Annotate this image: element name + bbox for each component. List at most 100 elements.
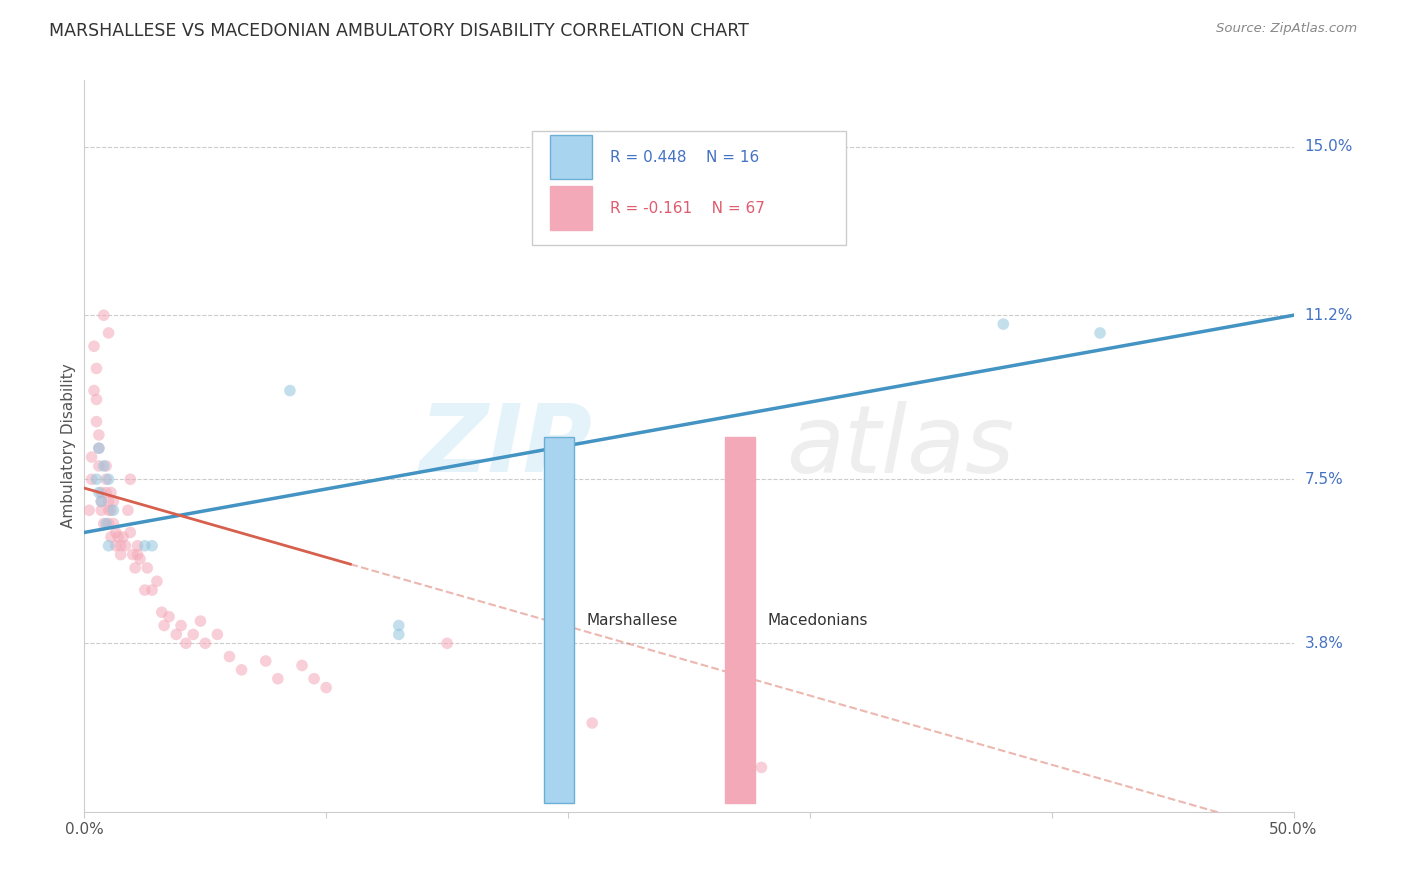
Point bbox=[97, 516, 120, 531]
Point bbox=[87, 428, 110, 442]
Point bbox=[87, 485, 110, 500]
Point bbox=[100, 530, 122, 544]
Point bbox=[141, 583, 163, 598]
Point bbox=[77, 503, 100, 517]
Text: atlas: atlas bbox=[786, 401, 1014, 491]
Point bbox=[254, 654, 277, 668]
Text: R = -0.161    N = 67: R = -0.161 N = 67 bbox=[610, 201, 765, 216]
Point bbox=[174, 636, 197, 650]
Point bbox=[751, 760, 773, 774]
Point bbox=[291, 658, 314, 673]
Point bbox=[83, 339, 105, 353]
Point bbox=[87, 458, 110, 473]
Point bbox=[86, 361, 108, 376]
Point bbox=[134, 539, 156, 553]
Point bbox=[112, 530, 135, 544]
Point bbox=[103, 494, 125, 508]
Point bbox=[104, 539, 127, 553]
Point bbox=[1088, 326, 1111, 340]
Bar bbox=[544, 437, 574, 803]
Point bbox=[146, 574, 169, 589]
Point bbox=[97, 503, 120, 517]
Point bbox=[97, 494, 120, 508]
Point bbox=[97, 539, 120, 553]
Point bbox=[153, 618, 176, 632]
Point bbox=[80, 472, 103, 486]
Text: Macedonians: Macedonians bbox=[768, 613, 868, 628]
Point bbox=[100, 485, 122, 500]
Point bbox=[218, 649, 240, 664]
Bar bbox=[725, 437, 755, 803]
Point bbox=[190, 614, 212, 628]
Point bbox=[124, 561, 146, 575]
Point bbox=[134, 583, 156, 598]
Text: R = 0.448    N = 16: R = 0.448 N = 16 bbox=[610, 150, 759, 165]
Point bbox=[267, 672, 290, 686]
Point bbox=[129, 552, 152, 566]
Point bbox=[388, 627, 411, 641]
Point bbox=[90, 503, 112, 517]
Point bbox=[94, 458, 117, 473]
Point bbox=[83, 384, 105, 398]
Point bbox=[86, 472, 108, 486]
Point bbox=[315, 681, 337, 695]
Text: Marshallese: Marshallese bbox=[586, 613, 678, 628]
Point bbox=[136, 561, 159, 575]
Text: ZIP: ZIP bbox=[419, 400, 592, 492]
Point bbox=[94, 472, 117, 486]
Point bbox=[110, 539, 132, 553]
Point bbox=[127, 548, 149, 562]
Point bbox=[100, 503, 122, 517]
Point bbox=[86, 415, 108, 429]
Point bbox=[104, 525, 127, 540]
Point bbox=[103, 503, 125, 517]
Point bbox=[150, 605, 173, 619]
Point bbox=[207, 627, 229, 641]
Point bbox=[194, 636, 217, 650]
Point bbox=[278, 384, 301, 398]
Text: 3.8%: 3.8% bbox=[1305, 636, 1344, 651]
Point bbox=[436, 636, 458, 650]
Point bbox=[120, 472, 142, 486]
Text: 11.2%: 11.2% bbox=[1305, 308, 1353, 323]
Point bbox=[388, 618, 411, 632]
Point bbox=[581, 716, 603, 731]
Point bbox=[90, 494, 112, 508]
Bar bbox=[550, 135, 592, 179]
Text: 7.5%: 7.5% bbox=[1305, 472, 1343, 487]
Point bbox=[90, 494, 112, 508]
Point bbox=[141, 539, 163, 553]
Point bbox=[121, 548, 143, 562]
Point bbox=[93, 516, 115, 531]
Point bbox=[90, 485, 112, 500]
Point bbox=[165, 627, 187, 641]
Point bbox=[107, 530, 129, 544]
Point bbox=[97, 472, 120, 486]
Point bbox=[94, 516, 117, 531]
Point bbox=[114, 539, 136, 553]
Point bbox=[170, 618, 193, 632]
Point bbox=[127, 539, 149, 553]
Text: 15.0%: 15.0% bbox=[1305, 139, 1353, 154]
FancyBboxPatch shape bbox=[531, 131, 846, 244]
Point bbox=[120, 525, 142, 540]
Text: Source: ZipAtlas.com: Source: ZipAtlas.com bbox=[1216, 22, 1357, 36]
Point bbox=[157, 609, 180, 624]
Point bbox=[93, 458, 115, 473]
Point bbox=[94, 485, 117, 500]
Y-axis label: Ambulatory Disability: Ambulatory Disability bbox=[60, 364, 76, 528]
Point bbox=[117, 503, 139, 517]
Text: MARSHALLESE VS MACEDONIAN AMBULATORY DISABILITY CORRELATION CHART: MARSHALLESE VS MACEDONIAN AMBULATORY DIS… bbox=[49, 22, 749, 40]
Point bbox=[302, 672, 325, 686]
Point bbox=[87, 441, 110, 455]
Point bbox=[231, 663, 253, 677]
Point bbox=[103, 516, 125, 531]
Point bbox=[110, 548, 132, 562]
Point bbox=[97, 326, 120, 340]
Point bbox=[87, 441, 110, 455]
Point bbox=[181, 627, 204, 641]
Point bbox=[93, 308, 115, 322]
Point bbox=[80, 450, 103, 464]
Bar bbox=[550, 186, 592, 230]
Point bbox=[993, 317, 1015, 331]
